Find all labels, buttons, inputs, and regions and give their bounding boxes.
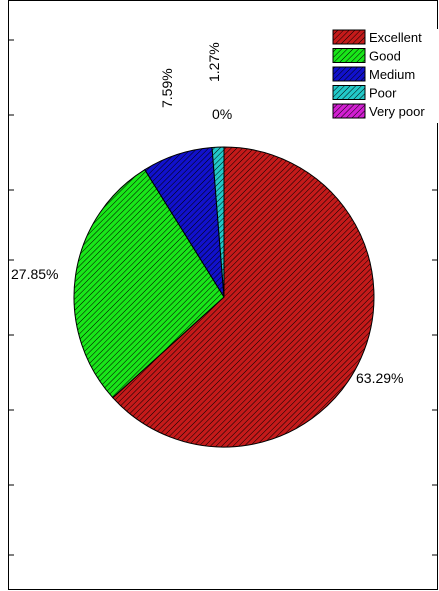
pie-slice-good <box>73 168 225 399</box>
value-label-very-poor: 0% <box>212 106 232 122</box>
legend-swatch-good <box>332 48 366 63</box>
legend-swatch-very-poor <box>332 103 366 119</box>
legend-swatch-excellent <box>332 29 366 45</box>
legend-label-excellent: Excellent <box>369 30 422 45</box>
legend: Excellent Good Medium Poor Very poor <box>331 29 438 123</box>
pie-slices <box>73 146 375 448</box>
value-label-medium: 7.59% <box>159 68 175 108</box>
legend-swatch-poor <box>332 85 366 100</box>
legend-label-very-poor: Very poor <box>369 104 425 119</box>
legend-swatch-medium <box>332 66 366 82</box>
value-label-poor: 1.27% <box>206 42 222 82</box>
legend-label-good: Good <box>369 49 401 64</box>
value-label-good: 27.85% <box>11 266 58 282</box>
value-label-excellent: 63.29% <box>356 370 403 386</box>
pie-slice-poor <box>211 146 225 298</box>
legend-label-medium: Medium <box>369 67 415 82</box>
legend-label-poor: Poor <box>369 86 397 101</box>
pie-slice-excellent <box>112 146 375 448</box>
slice-value-labels: 63.29% 27.85% 7.59% 1.27% 0% <box>11 42 403 386</box>
frame-ticks <box>9 39 437 556</box>
